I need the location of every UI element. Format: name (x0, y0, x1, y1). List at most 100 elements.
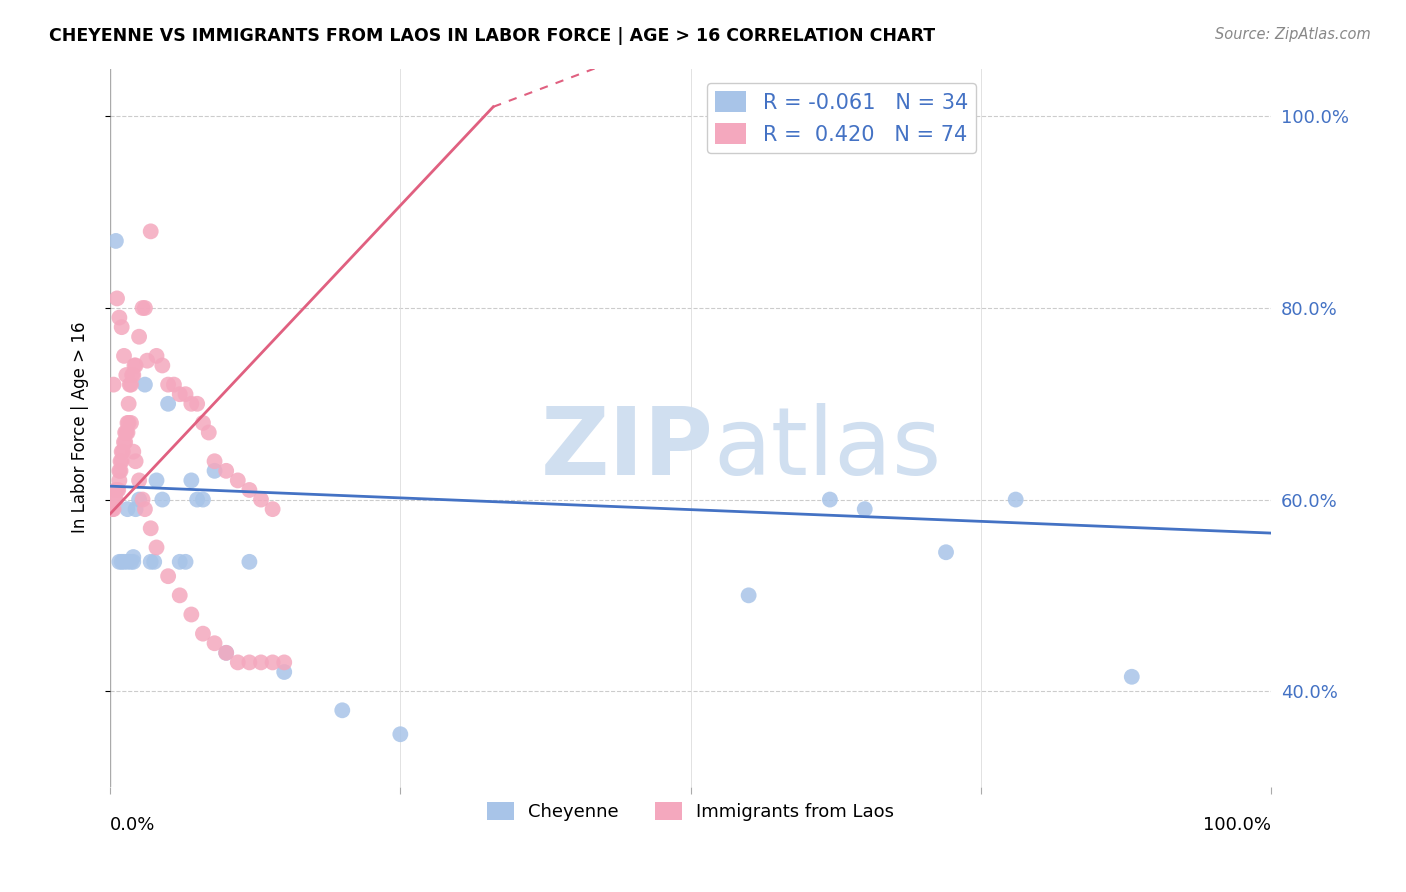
Point (180, 474, 202, 488)
Point (180, 397, 202, 411)
Point (128, 474, 150, 488)
Point (114, 435, 136, 450)
Point (169, 555, 191, 569)
Point (157, 397, 180, 411)
Point (215, 646, 238, 660)
Point (150, 492, 173, 507)
Point (191, 416, 214, 430)
Point (136, 353, 159, 368)
Point (131, 301, 153, 315)
Point (104, 234, 127, 248)
Y-axis label: In Labor Force | Age > 16: In Labor Force | Age > 16 (72, 322, 89, 533)
Point (262, 656, 284, 670)
Point (118, 397, 141, 411)
Point (118, 416, 141, 430)
Point (250, 656, 273, 670)
Point (935, 545, 957, 559)
Point (118, 377, 141, 392)
Point (112, 555, 135, 569)
Point (105, 483, 128, 497)
Point (117, 425, 139, 440)
Text: 100.0%: 100.0% (1204, 815, 1271, 834)
Point (226, 656, 249, 670)
Point (111, 444, 134, 458)
Point (122, 555, 145, 569)
Point (204, 454, 226, 468)
Point (112, 435, 135, 450)
Point (114, 425, 136, 440)
Point (124, 359, 146, 373)
Point (262, 502, 284, 516)
Point (157, 569, 180, 583)
Point (107, 483, 129, 497)
Point (180, 607, 202, 622)
Point (145, 349, 167, 363)
Point (104, 492, 127, 507)
Point (108, 474, 131, 488)
Point (108, 310, 131, 325)
Point (105, 292, 128, 306)
Point (197, 425, 219, 440)
Legend: Cheyenne, Immigrants from Laos: Cheyenne, Immigrants from Laos (479, 795, 901, 828)
Point (120, 555, 142, 569)
Point (128, 329, 150, 343)
Point (215, 646, 238, 660)
Point (204, 636, 226, 650)
Point (120, 416, 142, 430)
Point (186, 492, 208, 507)
Point (124, 502, 146, 516)
Point (120, 377, 142, 392)
Point (143, 555, 166, 569)
Point (818, 492, 841, 507)
Point (111, 454, 134, 468)
Point (250, 492, 273, 507)
Point (103, 377, 125, 392)
Text: CHEYENNE VS IMMIGRANTS FROM LAOS IN LABOR FORCE | AGE > 16 CORRELATION CHART: CHEYENNE VS IMMIGRANTS FROM LAOS IN LABO… (49, 27, 935, 45)
Point (145, 474, 167, 488)
Point (115, 368, 138, 382)
Point (191, 626, 214, 640)
Point (111, 320, 134, 334)
Point (169, 387, 191, 401)
Point (191, 492, 214, 507)
Point (134, 301, 156, 315)
Point (273, 656, 295, 670)
Point (122, 368, 145, 382)
Point (330, 703, 353, 717)
Point (104, 492, 127, 507)
Point (215, 464, 238, 478)
Point (134, 502, 156, 516)
Point (150, 359, 173, 373)
Text: Source: ZipAtlas.com: Source: ZipAtlas.com (1215, 27, 1371, 42)
Point (157, 377, 180, 392)
Point (104, 483, 127, 497)
Point (139, 555, 162, 569)
Point (1121, 670, 1143, 684)
Point (103, 502, 125, 516)
Point (174, 387, 197, 401)
Point (111, 555, 134, 569)
Text: ZIP: ZIP (541, 403, 714, 495)
Point (111, 444, 134, 458)
Point (1004, 492, 1026, 507)
Point (115, 425, 138, 440)
Point (169, 588, 191, 602)
Point (128, 492, 150, 507)
Point (108, 555, 131, 569)
Point (853, 502, 876, 516)
Point (117, 502, 139, 516)
Point (389, 727, 412, 741)
Point (238, 483, 260, 497)
Point (163, 377, 186, 392)
Point (238, 555, 260, 569)
Point (238, 656, 260, 670)
Text: atlas: atlas (714, 403, 942, 495)
Point (226, 474, 249, 488)
Point (139, 224, 162, 238)
Point (273, 665, 295, 679)
Point (204, 464, 226, 478)
Point (110, 454, 132, 468)
Point (124, 454, 146, 468)
Point (108, 464, 131, 478)
Point (186, 397, 208, 411)
